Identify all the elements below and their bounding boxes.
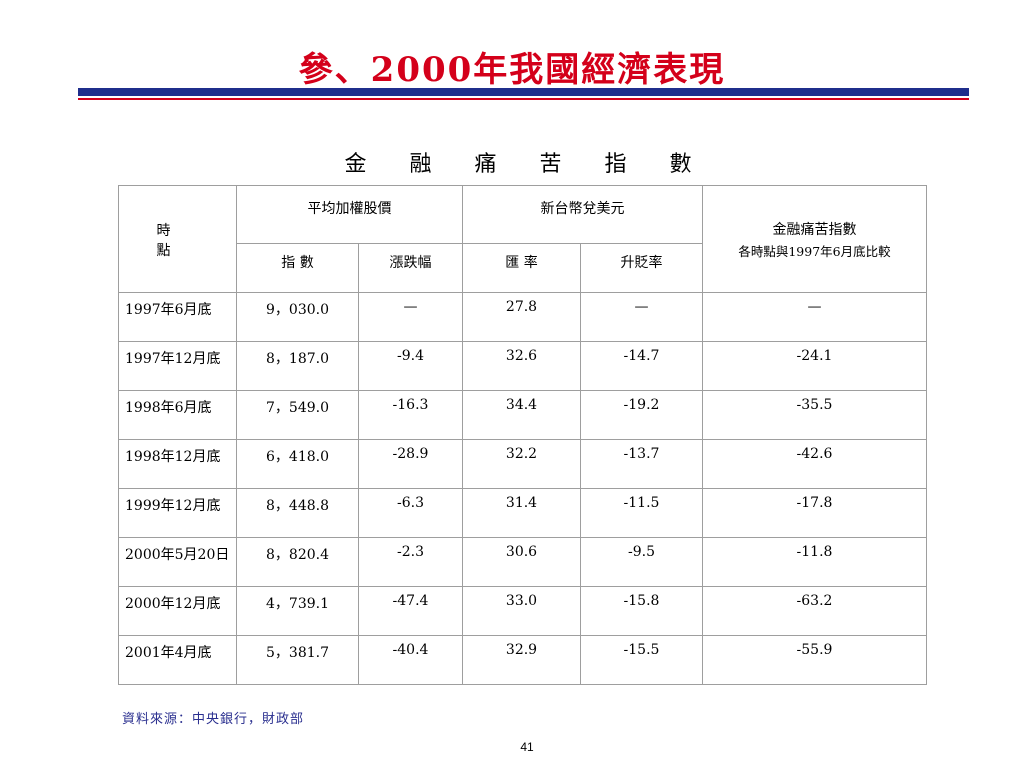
table-row: 1999年12月底 8，448.8 -6.3 31.4 -11.5 -17.8: [118, 488, 927, 538]
table-title: 金 融 痛 苦 指 數: [344, 152, 710, 177]
cell-index: 8，187.0: [236, 341, 359, 391]
cell-change: -9.4: [358, 341, 463, 391]
header-appreciation: 升貶率: [580, 243, 703, 293]
table-row: 2000年12月底 4，739.1 -47.4 33.0 -15.8 -63.2: [118, 586, 927, 636]
header-misery-note: 各時點與1997年6月底比較: [738, 243, 891, 259]
title-rule-red: [78, 98, 969, 100]
title-rule-blue: [78, 88, 969, 96]
cell-misery: -63.2: [702, 586, 927, 636]
header-change: 漲跌幅: [358, 243, 463, 293]
cell-misery: -35.5: [702, 390, 927, 440]
cell-index: 5，381.7: [236, 635, 359, 685]
cell-change: —: [358, 292, 463, 342]
cell-change: -28.9: [358, 439, 463, 489]
cell-change: -6.3: [358, 488, 463, 538]
cell-time: 1998年12月底: [118, 439, 237, 489]
cell-index: 4，739.1: [236, 586, 359, 636]
header-index: 指 數: [236, 243, 359, 293]
cell-rate: 32.6: [462, 341, 581, 391]
cell-index: 6，418.0: [236, 439, 359, 489]
header-rate: 匯 率: [462, 243, 581, 293]
header-stock-group: 平均加權股價: [236, 185, 463, 244]
cell-appreciation: -15.8: [580, 586, 703, 636]
slide-title: 參、2000年我國經濟表現: [298, 50, 726, 90]
header-misery-group: 金融痛苦指數 各時點與1997年6月底比較: [702, 185, 927, 293]
cell-index: 8，820.4: [236, 537, 359, 587]
table-row: 1997年12月底 8，187.0 -9.4 32.6 -14.7 -24.1: [118, 341, 927, 391]
cell-misery: -17.8: [702, 488, 927, 538]
cell-appreciation: —: [580, 292, 703, 342]
table-row: 1998年6月底 7，549.0 -16.3 34.4 -19.2 -35.5: [118, 390, 927, 440]
cell-index: 9，030.0: [236, 292, 359, 342]
cell-rate: 27.8: [462, 292, 581, 342]
cell-misery: —: [702, 292, 927, 342]
cell-index: 7，549.0: [236, 390, 359, 440]
cell-time: 1997年6月底: [118, 292, 237, 342]
misery-index-table: 時 點 平均加權股價 新台幣兌美元 金融痛苦指數 各時點與1997年6月底比較 …: [118, 185, 927, 685]
cell-change: -16.3: [358, 390, 463, 440]
cell-appreciation: -13.7: [580, 439, 703, 489]
cell-rate: 32.2: [462, 439, 581, 489]
cell-appreciation: -15.5: [580, 635, 703, 685]
table-row: 1998年12月底 6，418.0 -28.9 32.2 -13.7 -42.6: [118, 439, 927, 489]
cell-time: 2000年12月底: [118, 586, 237, 636]
cell-rate: 32.9: [462, 635, 581, 685]
cell-change: -40.4: [358, 635, 463, 685]
header-fx-group: 新台幣兌美元: [462, 185, 703, 244]
cell-time: 1998年6月底: [118, 390, 237, 440]
table-row: 2000年5月20日 8，820.4 -2.3 30.6 -9.5 -11.8: [118, 537, 927, 587]
cell-rate: 34.4: [462, 390, 581, 440]
cell-index: 8，448.8: [236, 488, 359, 538]
cell-misery: -55.9: [702, 635, 927, 685]
cell-time: 1997年12月底: [118, 341, 237, 391]
cell-time: 2001年4月底: [118, 635, 237, 685]
cell-misery: -42.6: [702, 439, 927, 489]
header-misery-label: 金融痛苦指數: [772, 221, 857, 238]
cell-misery: -11.8: [702, 537, 927, 587]
table-row: 1997年6月底 9，030.0 — 27.8 — —: [118, 292, 927, 342]
page-number: 41: [520, 740, 534, 754]
cell-rate: 33.0: [462, 586, 581, 636]
table-row: 2001年4月底 5，381.7 -40.4 32.9 -15.5 -55.9: [118, 635, 927, 685]
cell-rate: 30.6: [462, 537, 581, 587]
cell-appreciation: -9.5: [580, 537, 703, 587]
cell-time: 2000年5月20日: [118, 537, 237, 587]
cell-change: -2.3: [358, 537, 463, 587]
cell-appreciation: -14.7: [580, 341, 703, 391]
cell-change: -47.4: [358, 586, 463, 636]
cell-time: 1999年12月底: [118, 488, 237, 538]
source-note: 資料來源：中央銀行，財政部: [122, 712, 305, 727]
cell-appreciation: -19.2: [580, 390, 703, 440]
header-time: 時 點: [118, 185, 237, 293]
cell-rate: 31.4: [462, 488, 581, 538]
cell-misery: -24.1: [702, 341, 927, 391]
cell-appreciation: -11.5: [580, 488, 703, 538]
